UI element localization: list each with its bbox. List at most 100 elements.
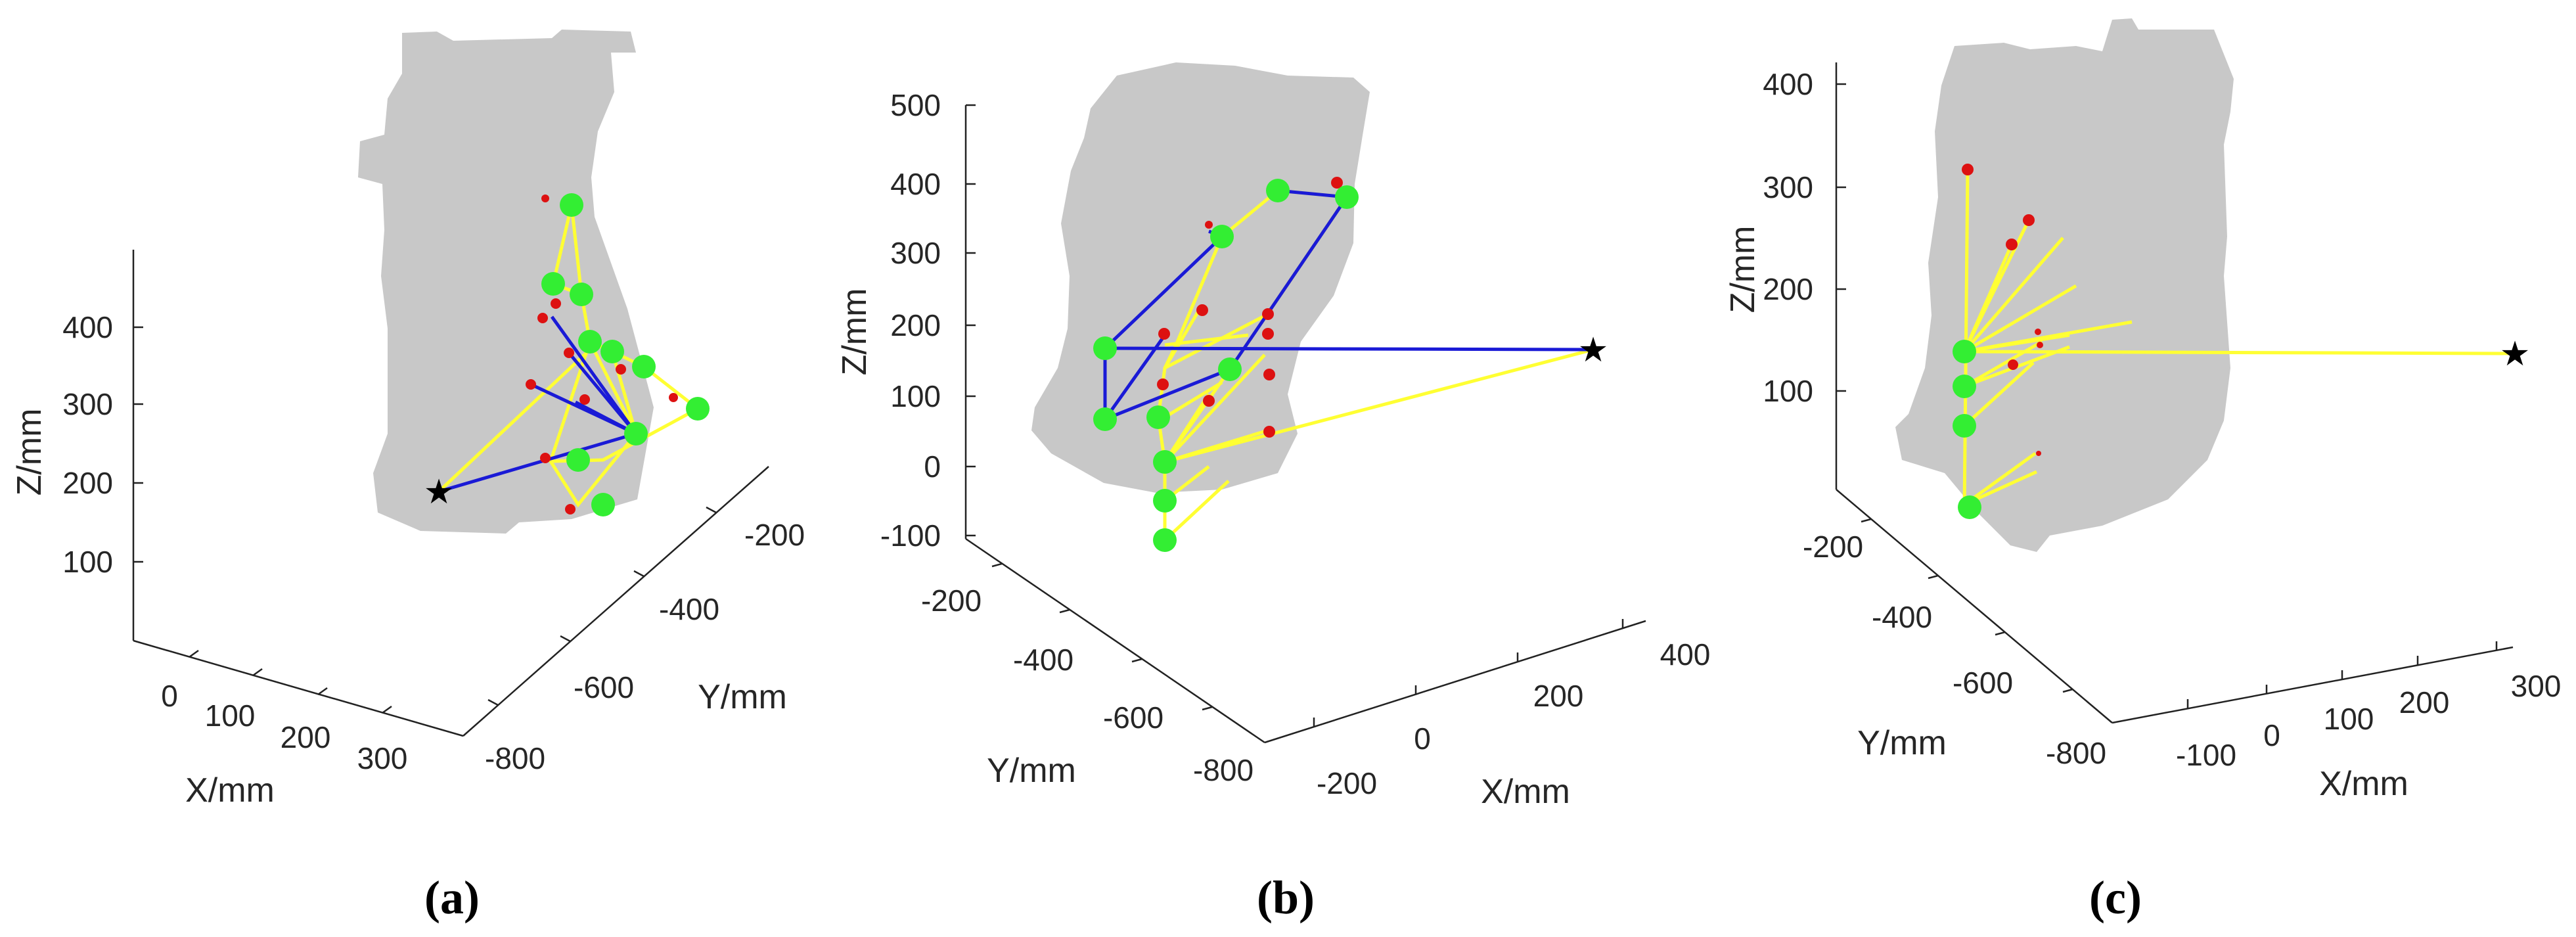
panel-b-y-tick: -400 [1013,643,1073,677]
panel-c-z-tick: 100 [1763,374,1813,408]
panel-a-red-marker [565,504,576,514]
panel-a-x-tick: 200 [281,720,331,754]
panel-c-y-tick: -200 [1803,530,1863,564]
panel-b-red-marker [1263,426,1275,438]
panel-b-green-node [1266,179,1290,202]
panel-b-x-ticks: -200 0 200 400 [1313,619,1711,800]
panel-b-blue-link [1104,235,1223,350]
panel-a-green-node [624,422,648,446]
panel-a-x-tick: 0 [161,679,178,713]
panel-c: 400 300 200 100 -200 -400 -600 -800 -100… [1724,18,2561,924]
panel-b-red-marker [1157,378,1169,390]
panel-b-green-node [1153,489,1177,513]
panel-a-y-tick: -200 [744,518,805,552]
panel-c-red-marker [2023,214,2035,226]
panel-a-green-node [578,330,602,354]
panel-c-red-marker [2036,451,2041,456]
panel-a-red-marker [540,453,551,463]
panel-b-yellow-link [1164,354,1266,463]
panel-b-yellow-link [1163,393,1211,463]
panel-b-green-node [1210,225,1234,248]
panel-c-y-tick: -800 [2046,736,2106,770]
panel-b-z-tick: 200 [890,308,941,342]
panel-b-green-node [1218,357,1242,381]
panel-a-y-tick: -600 [574,670,634,704]
panel-c-red-marker [2008,359,2018,370]
panel-c-target-star: ★ [2500,334,2531,374]
panel-a-red-marker [564,348,574,358]
panel-c-yellow-link [1964,350,2516,355]
panel-c-z-ticks: 400 300 200 100 [1763,67,1846,408]
panel-c-red-marker [2037,342,2043,348]
panel-a-green-node [632,355,656,378]
panel-a-green-node [566,448,590,472]
panel-a-green-node [600,340,624,363]
panel-b-yellow-link [1164,348,1594,464]
panel-b-green-node [1153,528,1177,552]
panel-c-yellow-link [1962,243,2014,353]
panel-b-x-tick: 0 [1414,721,1431,756]
panel-a-red-marker [541,194,549,202]
panel-a-y-tick: -400 [659,592,719,626]
panel-a-x-ticks: 0 100 200 300 [161,649,408,775]
panel-b-z-tick: 400 [890,167,941,201]
panel-a-caption: (a) [424,871,480,924]
panel-a-red-marker [537,313,548,323]
panel-b-blue-link [1103,334,1167,421]
panel-b-y-tick: -200 [921,583,982,618]
panel-a-red-marker [669,393,678,402]
panel-b-x-axis [1264,620,1646,744]
panel-b-red-marker [1262,308,1274,320]
panel-c-yellow-link [1964,333,2070,354]
panel-c-yellow-links [1962,169,2516,510]
panel-b-green-node [1153,450,1177,474]
panel-b-red-marker [1331,177,1343,189]
panel-b-y-tick: -800 [1193,753,1254,787]
panel-c-yellow-link [1963,237,2064,353]
panel-a-y-label: Y/mm [698,678,787,716]
panel-b-green-node [1093,407,1117,431]
panel-a-x-label: X/mm [185,771,275,810]
panel-c-x-tick: 100 [2324,702,2374,736]
panel-b-green-node [1093,336,1117,360]
panel-c-y-label: Y/mm [1857,724,1947,762]
panel-a-z-ticks: 400 300 200 100 [62,310,143,579]
panel-b-red-marker [1205,221,1213,229]
panel-a-green-nodes [541,193,710,516]
panel-b-red-markers [1157,177,1343,438]
panel-c-red-marker [2035,329,2041,335]
panel-a: 400 300 200 100 0 100 200 300 -200 -400 … [11,30,805,924]
panel-b-silhouette [1031,62,1370,493]
panel-c-green-node [1953,414,1976,438]
panel-b-x-tick: 400 [1660,637,1711,672]
panel-a-target-star: ★ [424,472,455,512]
panel-b-z-tick: -100 [880,518,941,553]
panel-b-y-ticks: -200 -400 -600 -800 [921,562,1254,787]
panel-c-x-tick: 300 [2511,669,2562,703]
panel-a-z-tick: 400 [62,310,113,344]
panel-a-blue-links [438,315,638,493]
panel-a-green-node [570,283,593,306]
panel-a-green-node [686,397,710,421]
panel-b-x-tick: -200 [1317,766,1377,800]
panel-c-yellow-link [1962,169,1970,510]
panel-b-y-axis [965,537,1265,744]
panel-a-red-marker [526,379,536,390]
panel-b-z-tick: 500 [890,88,941,122]
panel-a-z-tick: 100 [62,545,113,579]
panel-c-green-node [1958,495,1981,519]
panel-c-z-tick: 300 [1763,170,1813,204]
panel-a-red-marker [616,364,626,375]
panel-c-yellow-link [1963,340,2043,388]
panel-b-caption: (b) [1257,871,1315,924]
panel-a-red-marker [551,298,561,309]
panel-b-blue-link [1104,346,1594,352]
panel-a-yellow-link [610,351,638,434]
panel-c-y-axis [1836,489,2113,723]
panel-a-x-tick: 300 [357,741,408,775]
panel-b-green-nodes [1093,179,1359,552]
panel-c-caption: (c) [2089,871,2142,924]
panel-c-x-label: X/mm [2319,765,2408,803]
panel-a-yellow-link [570,204,583,295]
